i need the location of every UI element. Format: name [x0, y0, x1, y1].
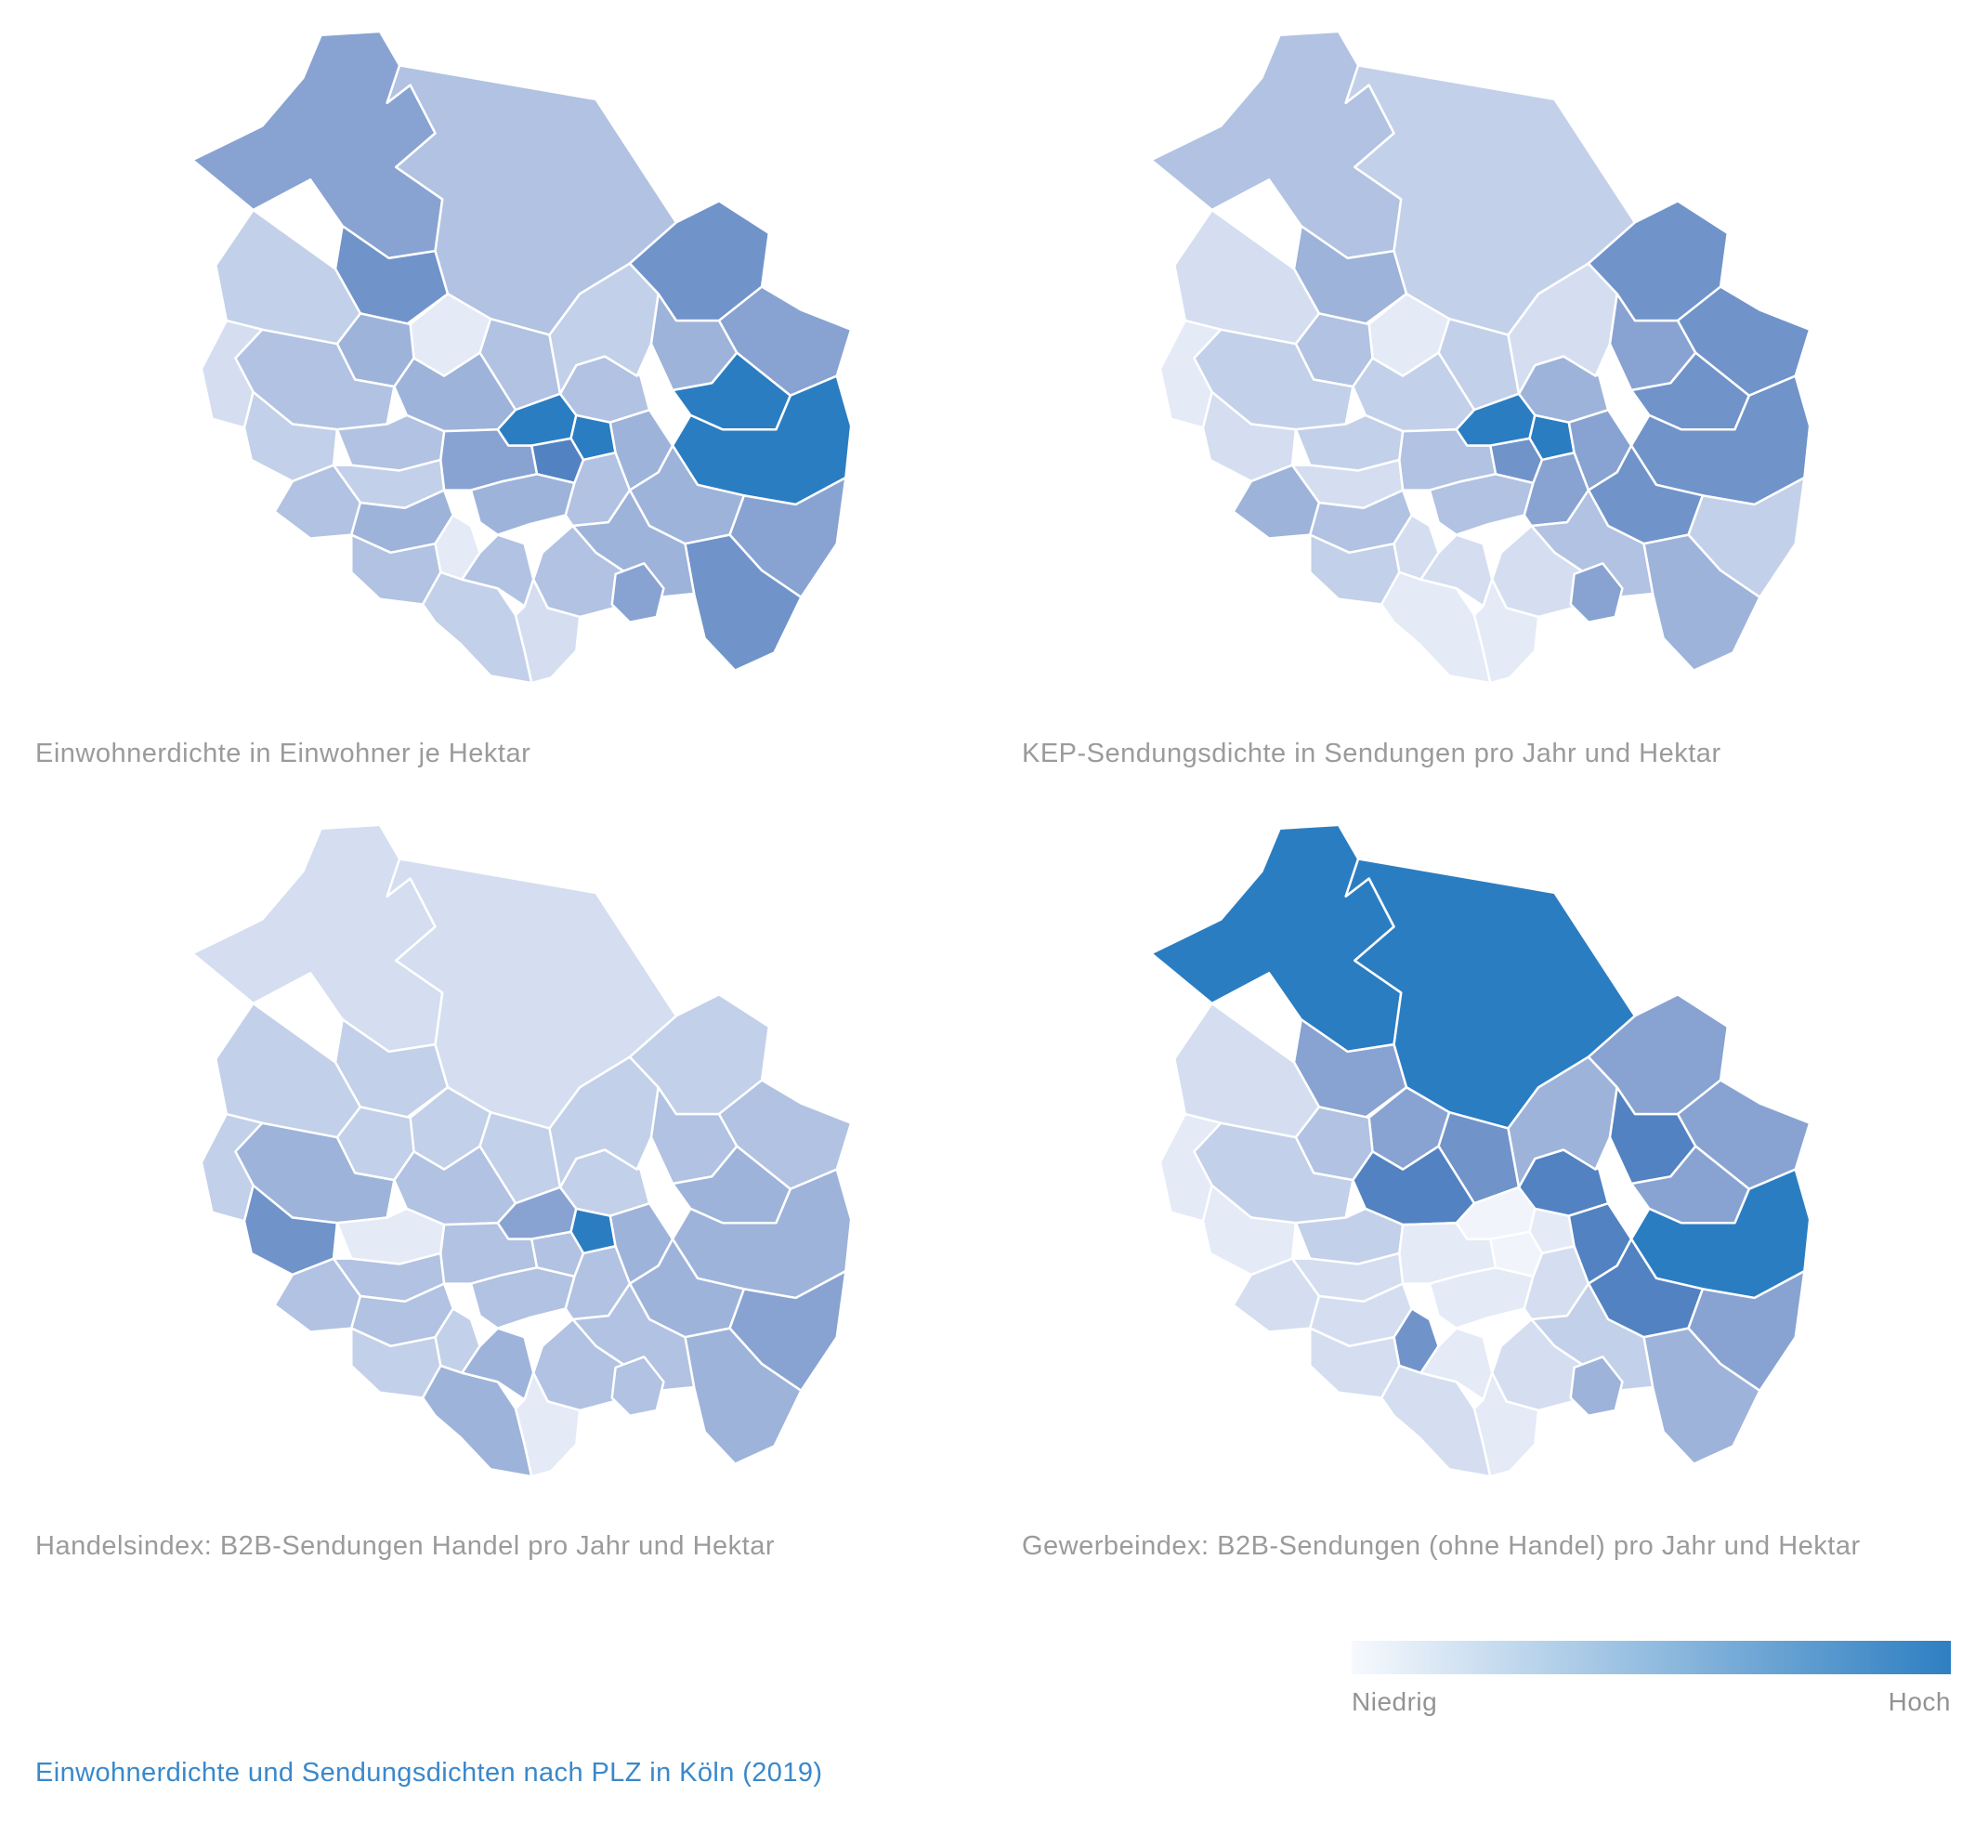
map-panel-gewerbeindex: [1135, 819, 1813, 1480]
map-region-r36: [1642, 533, 1761, 672]
caption-kep-sendungsdichte: KEP-Sendungsdichte in Sendungen pro Jahr…: [1022, 739, 1721, 768]
legend-low-label: Niedrig: [1352, 1687, 1438, 1716]
map-region-r09: [1173, 1002, 1321, 1139]
map-region-r39: [514, 578, 582, 685]
map-region-r09: [215, 208, 362, 346]
map-einwohnerdichte: [191, 30, 853, 685]
map-kep-sendungsdichte: [1150, 30, 1811, 685]
map-region-r28: [548, 1055, 660, 1189]
legend-gradient-bar: [1352, 1641, 1951, 1674]
map-region-r40: [1569, 562, 1624, 623]
figure-source-caption: Einwohnerdichte und Sendungsdichten nach…: [35, 1758, 823, 1788]
map-region-r19: [1419, 1327, 1494, 1401]
caption-handelsindex: Handelsindex: B2B-Sendungen Handel pro J…: [35, 1531, 775, 1561]
map-region-r40: [610, 1356, 665, 1417]
map-region-r39: [514, 1371, 582, 1478]
caption-einwohnerdichte: Einwohnerdichte in Einwohner je Hektar: [35, 739, 531, 768]
map-panel-einwohnerdichte: [177, 26, 855, 687]
map-panel-handelsindex: [177, 819, 855, 1480]
map-region-r19: [1419, 533, 1494, 608]
map-gewerbeindex: [1150, 823, 1811, 1478]
caption-gewerbeindex: Gewerbeindex: B2B-Sendungen (ohne Handel…: [1022, 1531, 1861, 1561]
map-region-r36: [1642, 1327, 1761, 1465]
map-region-r39: [1472, 578, 1540, 685]
legend-high-label: Hoch: [1888, 1687, 1951, 1716]
map-region-r40: [1569, 1356, 1624, 1417]
map-region-r36: [684, 533, 803, 672]
map-region-r28: [1507, 262, 1618, 396]
map-handelsindex: [191, 823, 853, 1478]
map-region-r19: [461, 1327, 535, 1401]
map-region-r40: [610, 562, 665, 623]
map-region-r09: [1173, 208, 1321, 346]
map-region-r36: [684, 1327, 803, 1465]
map-region-r28: [1507, 1055, 1618, 1189]
map-region-r28: [548, 262, 660, 396]
color-legend: Niedrig Hoch: [1352, 1641, 1951, 1717]
map-region-r09: [215, 1002, 362, 1139]
map-region-r19: [461, 533, 535, 608]
map-region-r39: [1472, 1371, 1540, 1478]
map-panel-kep-sendungsdichte: [1135, 26, 1813, 687]
